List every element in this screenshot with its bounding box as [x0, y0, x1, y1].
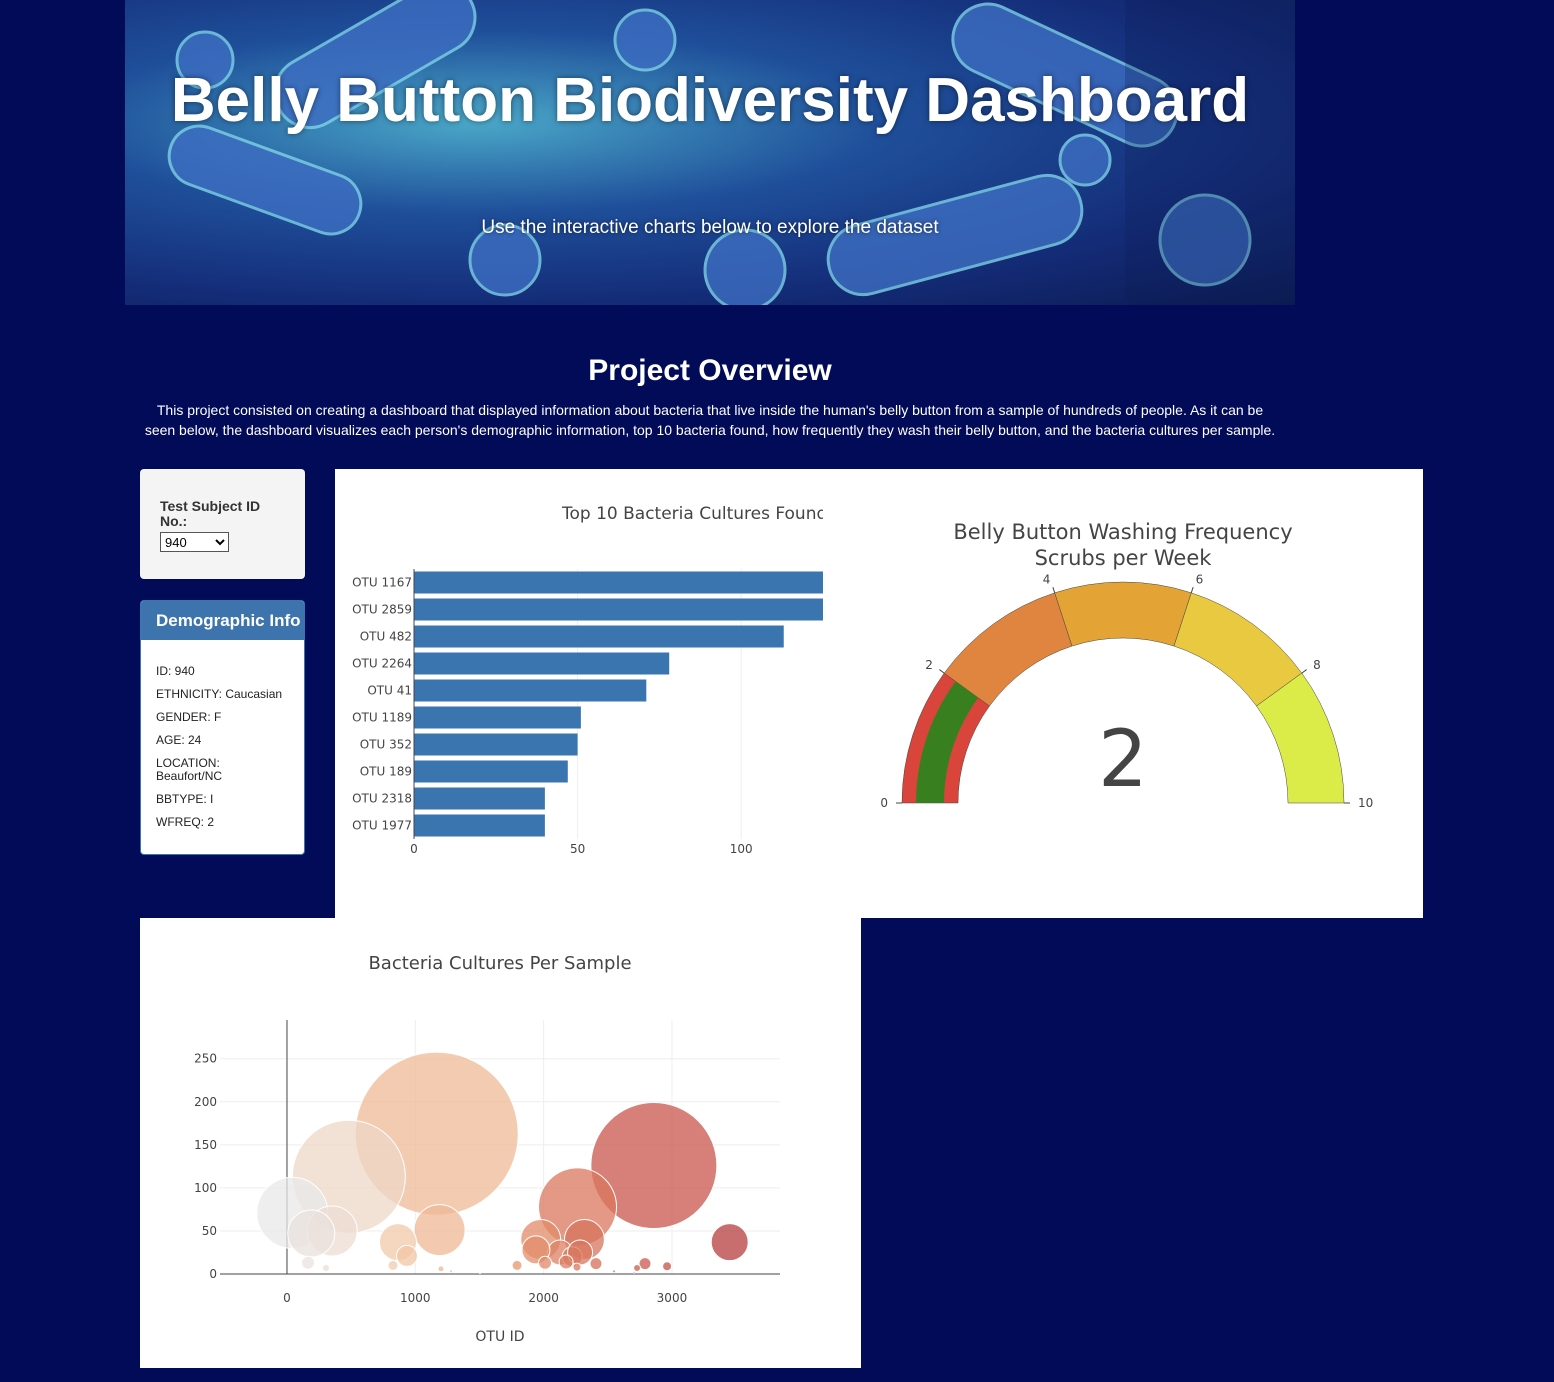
- gauge-step: [1054, 581, 1192, 647]
- subject-dropdown[interactable]: 940: [160, 532, 229, 552]
- y-tick-label: 150: [194, 1138, 217, 1152]
- bubble: [448, 1269, 453, 1274]
- bar: [414, 679, 647, 702]
- bubble: [478, 1272, 481, 1275]
- bar: [414, 598, 823, 621]
- chart-title: Top 10 Bacteria Cultures Found: [561, 504, 827, 524]
- x-tick-label: 0: [283, 1291, 291, 1305]
- dashboard-subtitle: Use the interactive charts below to expl…: [481, 217, 939, 238]
- y-tick-label: OTU 2859: [352, 603, 412, 617]
- bubble: [538, 1255, 553, 1270]
- y-tick-label: 200: [194, 1095, 217, 1109]
- x-tick-label: 3000: [657, 1291, 688, 1305]
- bubble: [710, 1223, 749, 1262]
- bubble: [287, 1209, 336, 1258]
- gauge-tick-label: 0: [880, 796, 888, 810]
- y-tick-label: OTU 1977: [352, 819, 412, 833]
- bubble: [662, 1261, 673, 1272]
- y-tick-label: 0: [209, 1267, 217, 1281]
- bubble: [638, 1257, 652, 1271]
- bubble: [395, 1244, 418, 1267]
- gauge-tick-label: 2: [925, 658, 933, 672]
- y-tick-label: OTU 1167: [352, 576, 412, 590]
- bubble: [589, 1257, 603, 1271]
- bubble: [572, 1262, 582, 1272]
- y-tick-label: OTU 2318: [352, 792, 412, 806]
- y-tick-label: 100: [194, 1181, 217, 1195]
- chart-subtitle: Scrubs per Week: [1035, 546, 1213, 570]
- demographic-panel: Demographic Info ID: 940 ETHNICITY: Cauca…: [140, 600, 305, 855]
- demographic-item: WFREQ: 2: [156, 815, 215, 829]
- gauge-bar: [916, 681, 979, 803]
- banner: Belly Button Biodiversity Dashboard Use …: [125, 0, 1295, 305]
- gauge-tick-label: 4: [1043, 573, 1051, 587]
- bubble: [632, 1270, 636, 1274]
- gauge-tick: [1190, 586, 1194, 593]
- x-tick-label: 50: [570, 842, 585, 856]
- bar: [414, 571, 823, 594]
- bar: [414, 706, 581, 729]
- overview-title: Project Overview: [588, 354, 832, 387]
- y-tick-label: OTU 1189: [352, 711, 412, 725]
- demographic-item: LOCATION: Beaufort/NC: [156, 756, 223, 783]
- bubble: [612, 1269, 617, 1274]
- bubble: [413, 1204, 466, 1257]
- x-axis-label: OTU ID: [475, 1329, 524, 1345]
- demographic-item: GENDER: F: [156, 710, 222, 724]
- dashboard-title: Belly Button Biodiversity Dashboard: [170, 66, 1250, 135]
- gauge-tick-label: 10: [1358, 796, 1373, 810]
- chart-title: Belly Button Washing Frequency: [953, 520, 1292, 544]
- x-tick-label: 0: [410, 842, 418, 856]
- panel-title: Demographic Info: [141, 601, 304, 640]
- bubble: [633, 1263, 642, 1272]
- selector-panel: Test Subject ID No.: 940: [140, 469, 305, 579]
- x-tick-label: 100: [730, 842, 753, 856]
- gauge-tick: [1301, 669, 1307, 674]
- selector-label: Test Subject ID No.:: [160, 498, 261, 529]
- gauge-tick-label: 6: [1196, 573, 1204, 587]
- bar: [414, 733, 578, 756]
- bar: [414, 787, 545, 810]
- demographic-item: ETHNICITY: Caucasian: [156, 687, 283, 701]
- bar-chart: Top 10 Bacteria Cultures Found 0 50 100 OTU …: [352, 504, 827, 856]
- bar: [414, 625, 784, 648]
- demographic-item: BBTYPE: I: [156, 792, 214, 806]
- bubble: [301, 1255, 316, 1270]
- y-tick-label: OTU 41: [367, 684, 412, 698]
- bubble: [437, 1265, 445, 1273]
- bar: [414, 760, 568, 783]
- bar: [414, 814, 545, 837]
- banner-image: [167, 0, 1295, 305]
- overview-text: This project consisted on creating a das…: [144, 402, 1276, 438]
- x-tick-label: 2000: [528, 1291, 559, 1305]
- bubble: [387, 1259, 399, 1271]
- gauge-value: 2: [1098, 715, 1148, 805]
- y-tick-label: OTU 2264: [352, 657, 412, 671]
- y-tick-label: 50: [202, 1224, 217, 1238]
- gauge-tick: [1052, 586, 1056, 593]
- bubble: [558, 1254, 574, 1270]
- bubble: [511, 1259, 523, 1271]
- demographic-item: AGE: 24: [156, 733, 202, 747]
- demographic-item: ID: 940: [156, 664, 195, 678]
- y-tick-label: OTU 352: [360, 738, 412, 752]
- demographic-list: ID: 940 ETHNICITY: Caucasian GENDER: F AGE:…: [141, 640, 301, 829]
- bubble: [321, 1263, 330, 1272]
- gauge-tick: [939, 669, 945, 674]
- bubble: [590, 1102, 718, 1230]
- x-tick-label: 1000: [400, 1291, 431, 1305]
- chart-title: Bacteria Cultures Per Sample: [368, 953, 631, 974]
- bar: [414, 652, 670, 675]
- y-tick-label: 250: [194, 1052, 217, 1066]
- y-tick-label: OTU 482: [360, 630, 412, 644]
- gauge-tick-label: 8: [1313, 658, 1321, 672]
- y-tick-label: OTU 189: [360, 765, 412, 779]
